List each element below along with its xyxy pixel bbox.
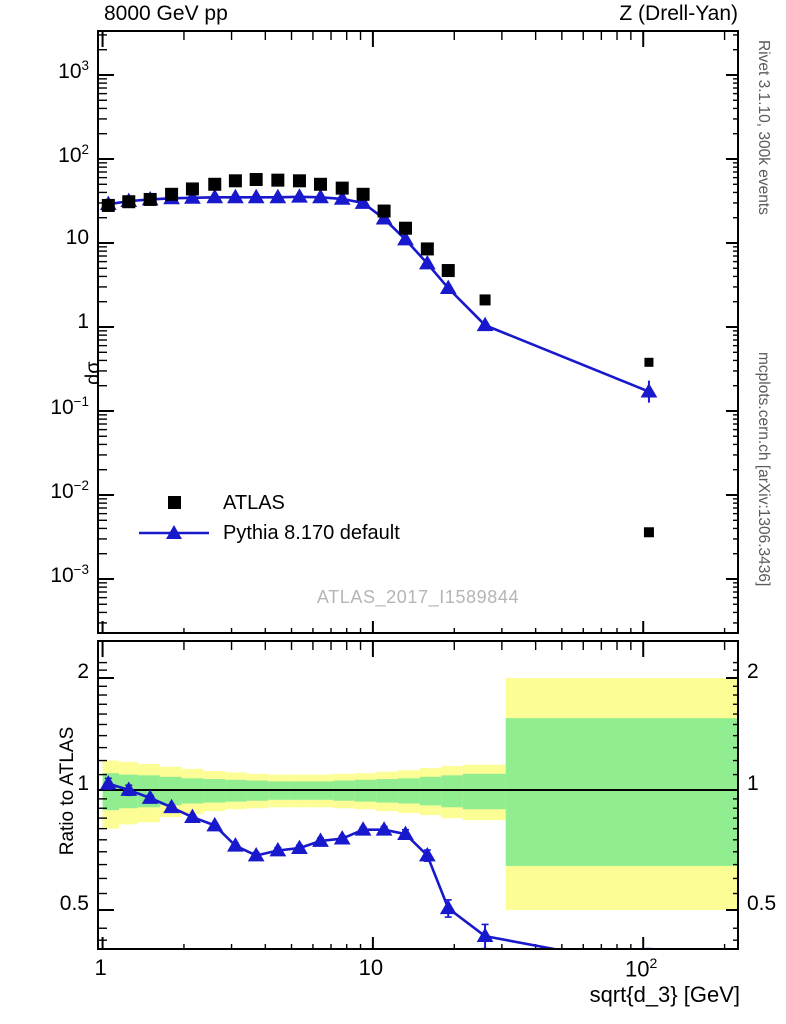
- analysis-watermark: ATLAS_2017_I1589844: [316, 587, 520, 607]
- legend-label: ATLAS: [223, 491, 285, 514]
- y-tick-label-ratio-right-1: 1: [747, 772, 759, 795]
- y-tick-label-main-3: 1: [77, 310, 89, 333]
- y-tick-label-ratio-right-0: 2: [747, 660, 759, 683]
- x-tick-label-0: 1: [94, 955, 107, 980]
- ratio-plot-panel: [97, 640, 739, 950]
- y-tick-label-ratio-right-2: 0.5: [747, 892, 777, 915]
- legend: ATLAS Pythia 8.170 default: [135, 488, 400, 548]
- legend-entry-atlas[interactable]: ATLAS: [135, 488, 400, 518]
- ratio-plot-canvas: [99, 642, 737, 948]
- x-tick-label-1: 10: [358, 955, 384, 980]
- legend-triangle-marker-icon: [135, 522, 213, 544]
- x-axis-label: sqrt{d_3} [GeV]: [589, 982, 740, 1007]
- y-tick-label-ratio-left-0: 2: [77, 660, 89, 683]
- y-axis-label-ratio: Ratio to ATLAS: [57, 726, 78, 856]
- process-label: Z (Drell-Yan): [619, 2, 738, 25]
- main-plot-canvas: [99, 32, 737, 632]
- legend-entry-pythia[interactable]: Pythia 8.170 default: [135, 518, 400, 548]
- y-tick-label-ratio-left-1: 1: [77, 772, 89, 795]
- beam-energy-label: 8000 GeV pp: [104, 2, 228, 25]
- mcplots-caption: mcplots.cern.ch [arXiv:1306.3436]: [755, 352, 772, 587]
- y-tick-label-main-0: 103: [58, 58, 89, 83]
- y-tick-label-main-2: 10: [65, 226, 89, 249]
- y-tick-label-ratio-left-2: 0.5: [59, 892, 89, 915]
- legend-square-marker-icon: [135, 492, 213, 514]
- y-tick-label-main-6: 10−3: [50, 562, 89, 587]
- y-tick-label-main-1: 102: [58, 142, 89, 167]
- x-tick-label-2: 102: [625, 955, 658, 982]
- main-plot-panel: [97, 30, 739, 634]
- y-tick-label-main-5: 10−2: [50, 478, 89, 503]
- rivet-version-caption: Rivet 3.1.10, 300k events: [755, 40, 772, 215]
- legend-label: Pythia 8.170 default: [223, 521, 400, 544]
- y-tick-label-main-4: 10−1: [50, 394, 89, 419]
